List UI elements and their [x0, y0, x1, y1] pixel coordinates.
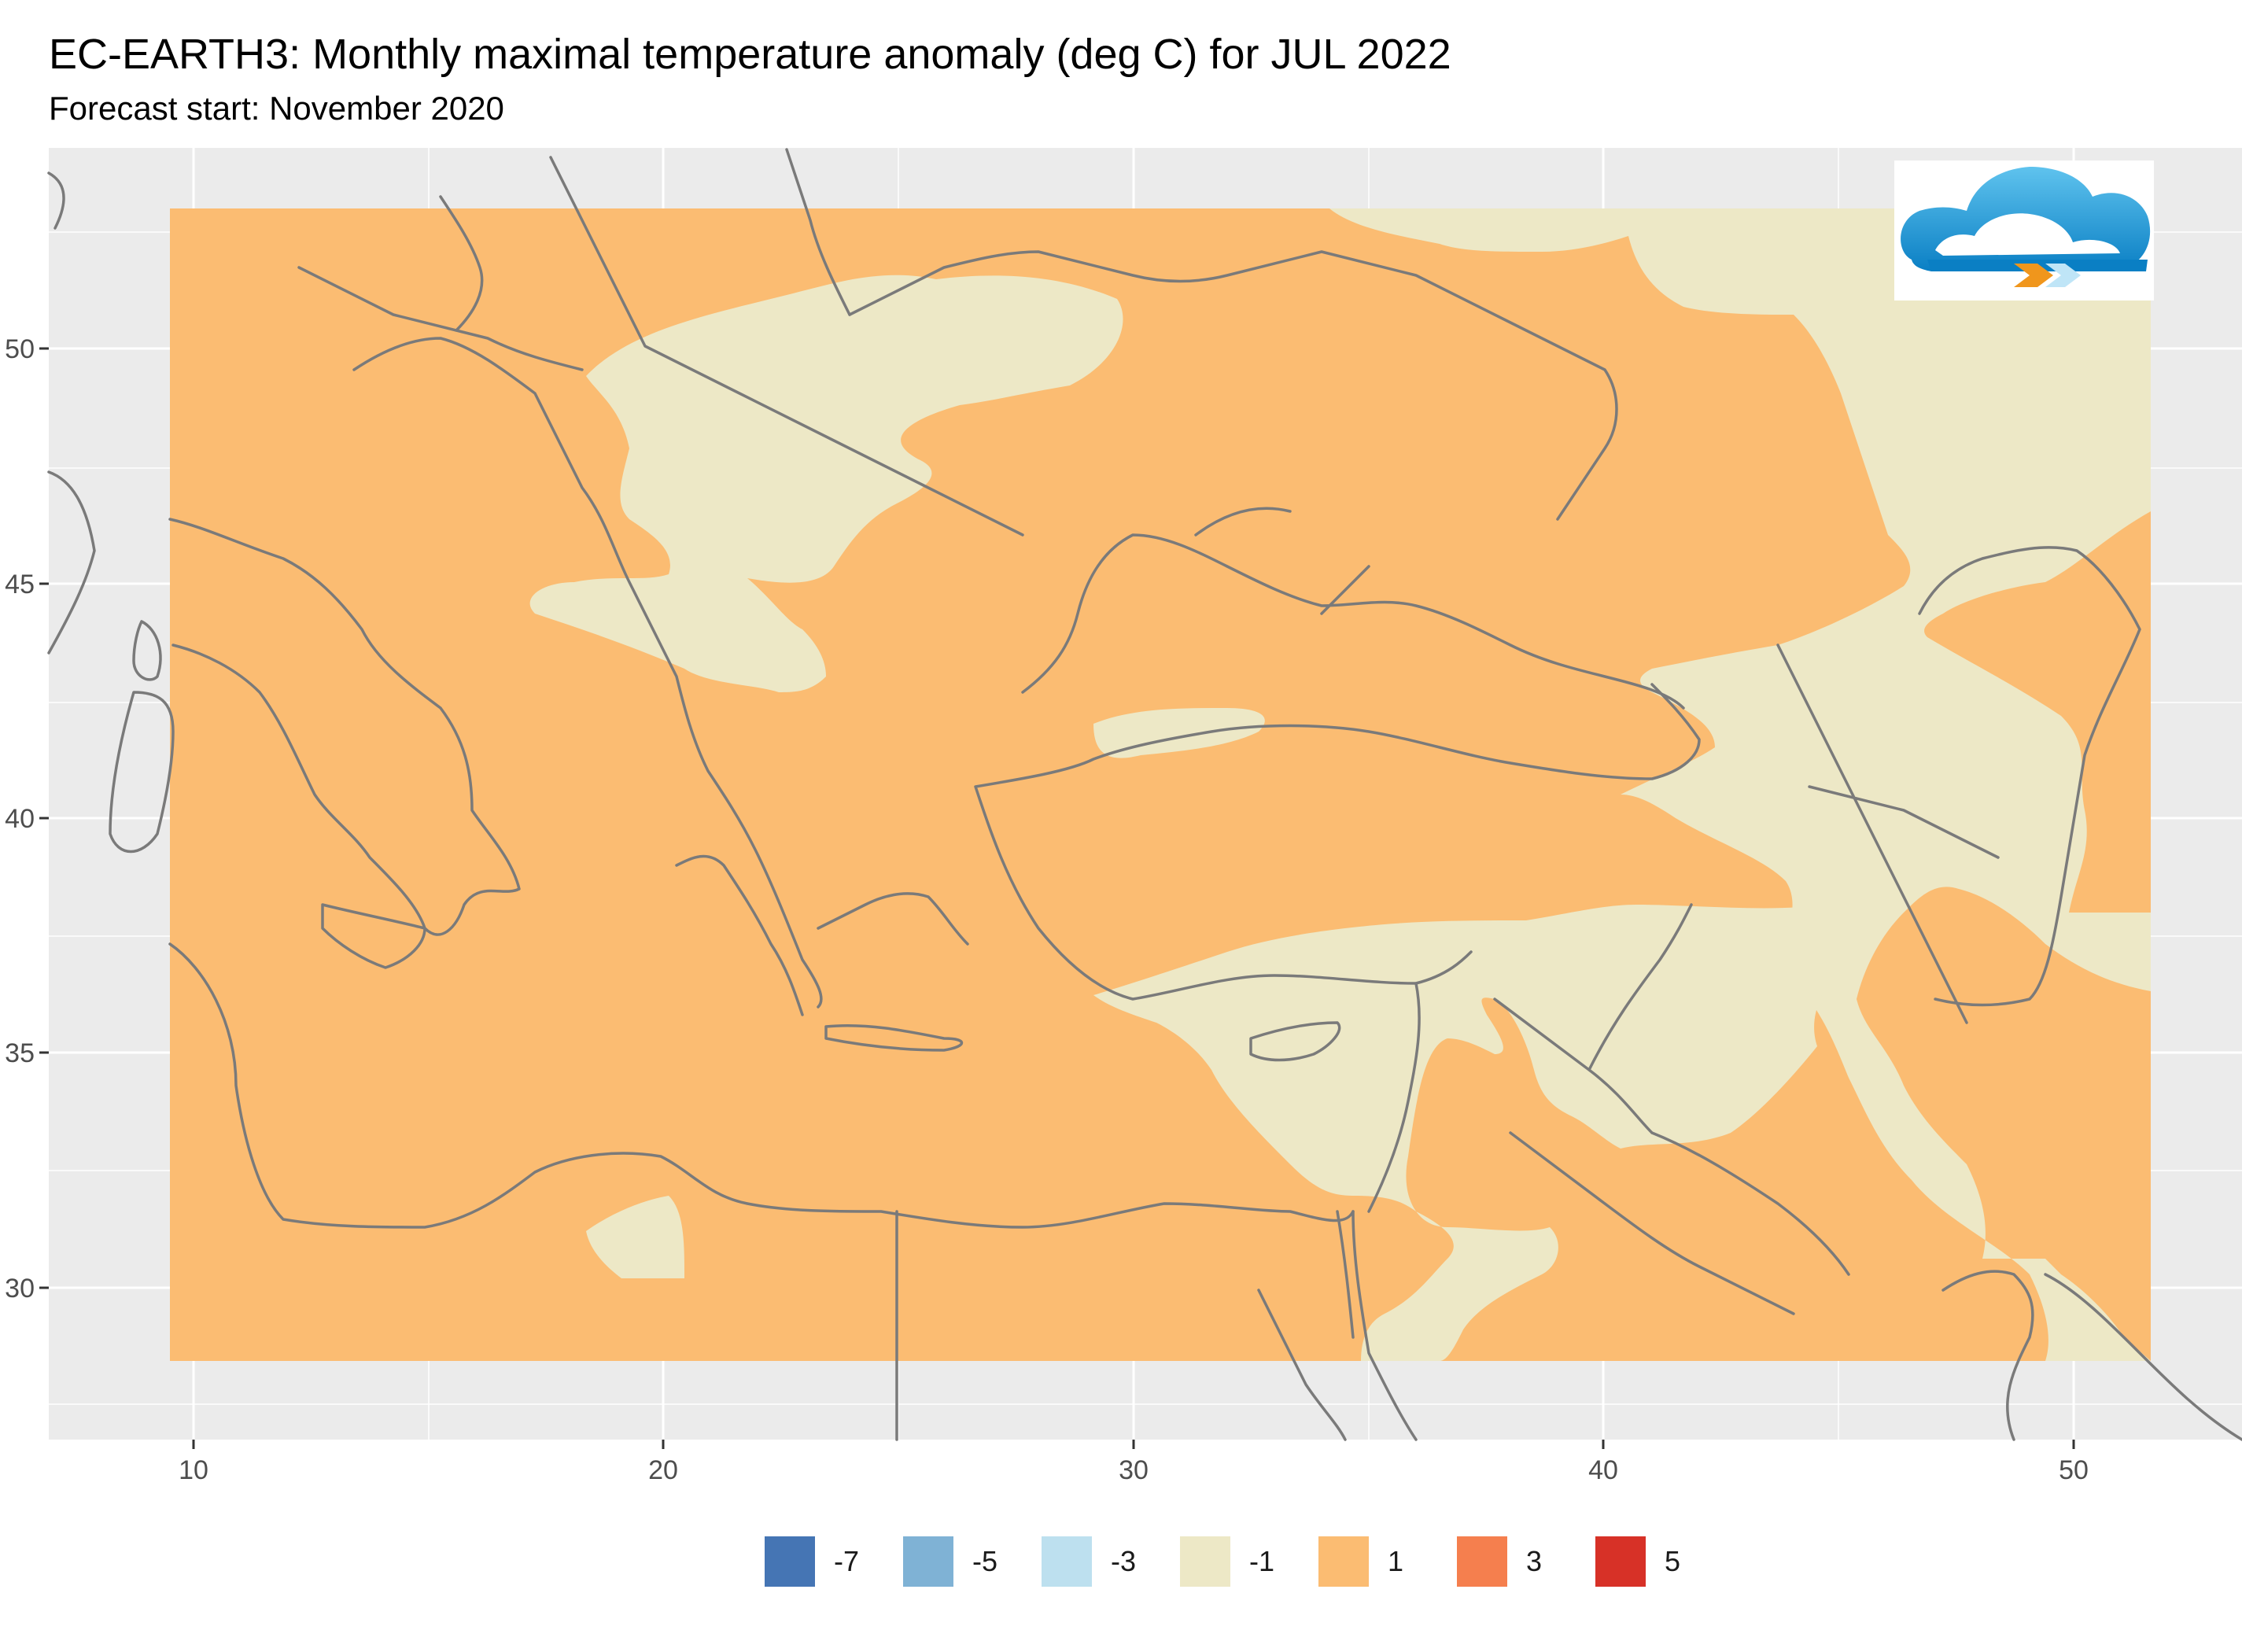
legend-item: -5	[902, 1535, 1020, 1588]
coastline-persian-gulf	[1941, 1270, 2242, 1441]
legend-label: -5	[972, 1545, 998, 1577]
coastline-greece	[675, 854, 969, 1016]
legend-item: -1	[1178, 1535, 1296, 1588]
coastline-red-sea	[1257, 1210, 1418, 1441]
legend-key	[1594, 1535, 1647, 1588]
legend-key	[902, 1535, 955, 1588]
legend-item: -3	[1040, 1535, 1158, 1588]
x-tick-label: 10	[179, 1455, 208, 1485]
x-tick-label: 40	[1588, 1455, 1618, 1485]
legend-label: -1	[1249, 1545, 1275, 1577]
axis-ticks	[39, 347, 2075, 1449]
legend-key	[1178, 1535, 1232, 1588]
y-tick-label: 35	[5, 1038, 35, 1068]
coastline-cyprus	[1249, 1021, 1341, 1062]
anomaly-region-east	[1329, 208, 2151, 1361]
y-tick-label: 50	[5, 334, 35, 364]
anomaly-region-libya	[586, 1196, 684, 1278]
legend-item: -7	[763, 1535, 881, 1588]
coastline-north-africa	[168, 942, 1355, 1229]
border-caucasus-iran	[1776, 643, 2000, 1024]
legend-item: 1	[1317, 1535, 1435, 1588]
coastline-balkans-adriatic	[352, 337, 823, 1009]
legend-item: 5	[1594, 1535, 1712, 1588]
coastline-levant	[1367, 982, 1421, 1213]
chart-title: EC-EARTH3: Monthly maximal temperature a…	[49, 31, 1451, 78]
coastline-caspian	[1918, 546, 2141, 1007]
y-tick-label: 40	[5, 804, 35, 834]
border-middle-east	[1493, 903, 1850, 1315]
coastline-corsica	[132, 620, 162, 681]
x-tick-label: 20	[648, 1455, 678, 1485]
legend-label: -3	[1111, 1545, 1137, 1577]
legend: -7 -5 -3 -1 1 3 5	[763, 1534, 1732, 1589]
legend-label: 5	[1665, 1545, 1681, 1577]
anomaly-field	[170, 208, 2151, 1361]
legend-label: -7	[834, 1545, 860, 1577]
legend-key	[1455, 1535, 1509, 1588]
border-central-europe	[297, 148, 1024, 537]
border-libya-egypt	[895, 1210, 1355, 1441]
coastline-sicily	[321, 903, 426, 969]
legend-label: 3	[1526, 1545, 1543, 1577]
y-tick-label: 30	[5, 1274, 35, 1304]
legend-label: 1	[1388, 1545, 1404, 1577]
border-eastern-europe	[848, 250, 1618, 521]
x-tick-label: 50	[2059, 1455, 2089, 1485]
cloud-logo	[1894, 160, 2154, 301]
legend-key	[1040, 1535, 1093, 1588]
legend-item: 3	[1455, 1535, 1573, 1588]
coastline-sardinia	[109, 691, 175, 854]
anomaly-region-levant	[1093, 905, 1833, 1361]
anomaly-region-balkans	[529, 275, 1123, 692]
y-tick-label: 45	[5, 570, 35, 599]
legend-key	[763, 1535, 817, 1588]
y-tick-labels: 50 45 40 35 30	[5, 334, 35, 1304]
x-tick-label: 30	[1119, 1455, 1149, 1485]
coastline-atlantic-france	[47, 171, 96, 655]
coastline-crete	[824, 1023, 963, 1052]
legend-key	[1317, 1535, 1370, 1588]
anomaly-region-egypt-east	[1369, 1243, 1534, 1361]
coastline-black-sea	[1021, 507, 1685, 710]
x-tick-labels: 10 20 30 40 50	[179, 1455, 2089, 1485]
country-borders	[47, 148, 2242, 1441]
chart-subtitle: Forecast start: November 2020	[49, 90, 504, 127]
coastline-italy	[168, 518, 521, 936]
